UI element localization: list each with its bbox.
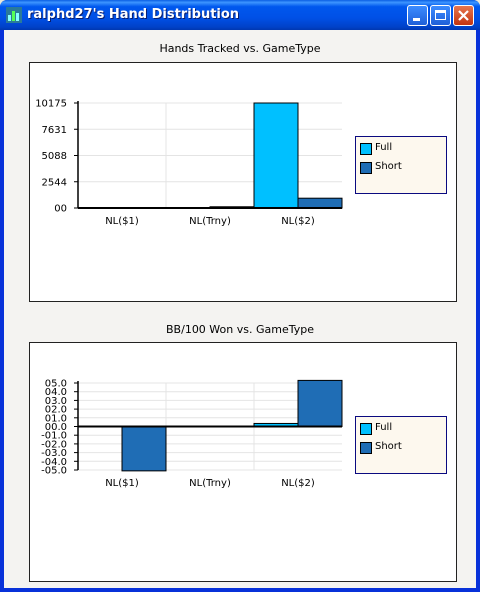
x-tick-label: NL($2) <box>281 216 315 227</box>
bar-short <box>297 197 343 209</box>
minimize-button[interactable] <box>407 5 428 26</box>
maximize-button[interactable] <box>430 5 451 26</box>
title-bar[interactable]: ralphd27's Hand Distribution <box>0 0 480 30</box>
y-tick-label: 2544 <box>42 177 67 188</box>
x-tick-label: NL($1) <box>105 478 139 489</box>
y-tick-label: 05.0 <box>45 379 67 390</box>
window-title: ralphd27's Hand Distribution <box>27 7 240 22</box>
legend-label-short: Short <box>375 161 402 172</box>
legend-swatch-short <box>360 162 372 174</box>
x-tick-label: NL($1) <box>105 216 139 227</box>
chart-app-icon <box>6 7 22 23</box>
y-tick-label: -03.0 <box>41 448 67 459</box>
y-tick-label: 01.0 <box>45 413 67 424</box>
bar-full <box>253 102 299 209</box>
y-tick-label: 5088 <box>42 151 67 162</box>
legend-swatch-short <box>360 442 372 454</box>
y-tick-label: -05.0 <box>41 466 67 477</box>
y-tick-label: -04.0 <box>41 457 67 468</box>
y-tick-label: -01.0 <box>41 431 67 442</box>
chart-panel-bb100: -05.0 -04.0 -03.0 -02.0 -01.0 00.0 01.0 02.0 03.… <box>29 342 457 582</box>
y-tick-label: 03.0 <box>45 396 67 407</box>
y-tick-label: 00 <box>54 204 67 215</box>
chart-title-hands: Hands Tracked vs. GameType <box>159 42 321 55</box>
bar-short <box>297 379 343 427</box>
chart-title-bb100: BB/100 Won vs. GameType <box>166 323 314 336</box>
minimize-icon <box>413 18 420 21</box>
y-tick-label: 04.0 <box>45 387 67 398</box>
x-tick-label: NL(Trny) <box>189 478 231 489</box>
y-tick-label: -02.0 <box>41 439 67 450</box>
close-button[interactable] <box>453 5 474 26</box>
x-tick-label: NL($2) <box>281 478 315 489</box>
y-tick-label: 10175 <box>35 99 67 110</box>
legend-label-short: Short <box>375 441 402 452</box>
legend-hands: Full Short <box>355 136 447 194</box>
window-bottom-border <box>0 588 480 592</box>
legend-swatch-full <box>360 143 372 155</box>
legend-bb100: Full Short <box>355 416 447 474</box>
chart-hands-tracked: 00 2544 5088 7631 10175 NL($1) NL(Trny) NL($2) <box>35 99 343 227</box>
y-tick-label: 02.0 <box>45 405 67 416</box>
legend-label-full: Full <box>375 422 393 433</box>
chart-panel-hands: 00 2544 5088 7631 10175 NL($1) NL(Trny) NL($2) … <box>29 62 457 302</box>
chart-bb100-won: -05.0-04.0-03.0-02.0-01.000.001.002.003.… <box>41 379 343 489</box>
maximize-icon <box>435 10 446 20</box>
y-tick-label: 00.0 <box>45 422 67 433</box>
x-tick-label: NL(Trny) <box>189 216 231 227</box>
client-area: Hands Tracked vs. GameType 00 2544 5088 763… <box>4 30 476 588</box>
y-tick-label: 7631 <box>42 125 67 136</box>
legend-swatch-full <box>360 423 372 435</box>
close-icon <box>458 10 469 21</box>
legend-label-full: Full <box>375 142 393 153</box>
bar-short <box>121 426 167 472</box>
